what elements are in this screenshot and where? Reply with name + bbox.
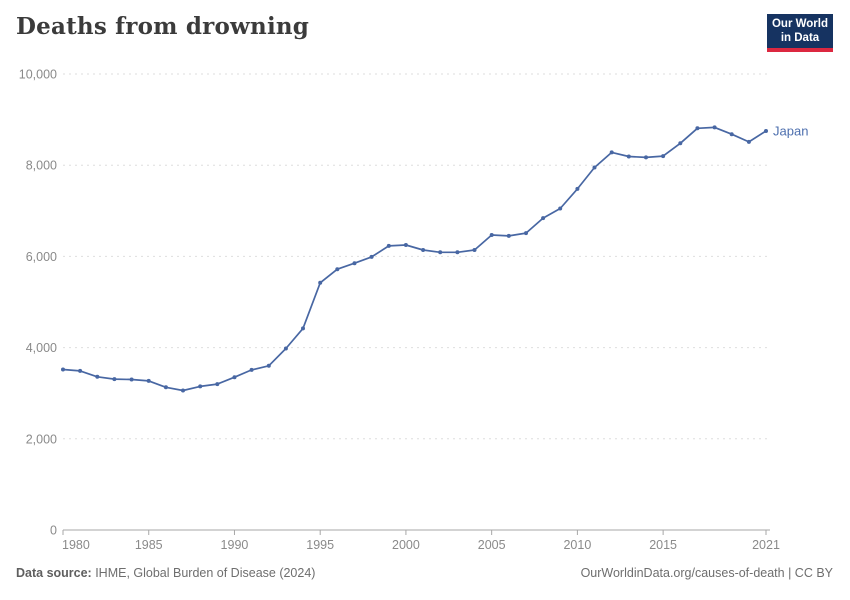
x-tick-label: 1995 [306,538,334,552]
data-point[interactable] [283,346,288,351]
data-point[interactable] [232,375,237,380]
data-point[interactable] [181,388,185,393]
data-point[interactable] [129,377,134,382]
data-point[interactable] [146,378,151,383]
citation-link[interactable]: OurWorldinData.org/causes-of-death | CC … [580,566,833,580]
data-point[interactable] [575,186,580,191]
data-point[interactable] [249,367,254,372]
data-point[interactable] [421,248,426,252]
series-line-japan[interactable] [62,126,767,392]
data-source-label: Data source: [16,566,92,580]
data-point[interactable] [61,367,65,372]
x-tick-label: 2000 [392,538,420,552]
data-point[interactable] [438,250,443,255]
x-tick-label: 1990 [221,538,249,552]
x-tick-label: 2015 [649,538,677,552]
data-point[interactable] [524,231,528,236]
data-point[interactable] [592,165,597,170]
data-point[interactable] [266,363,271,368]
x-tick-label: 1980 [62,538,90,552]
y-tick-label: 10,000 [19,68,57,82]
data-point[interactable] [729,132,734,137]
y-tick-label: 2,000 [26,432,57,446]
data-point[interactable] [506,233,511,238]
data-point[interactable] [198,384,203,389]
data-point[interactable] [746,139,751,144]
data-source-value: IHME, Global Burden of Disease (2024) [91,566,316,580]
data-point[interactable] [369,254,374,259]
data-point[interactable] [644,155,648,160]
owid-logo-text-line1: Our World [771,18,828,30]
data-point[interactable] [541,216,546,221]
data-point[interactable] [78,368,83,373]
data-point[interactable] [764,129,768,133]
data-point[interactable] [352,261,357,266]
data-point[interactable] [489,233,494,237]
y-tick-label: 6,000 [26,250,57,264]
data-point[interactable] [386,243,391,248]
data-point[interactable] [609,150,614,155]
x-tick-label: 2010 [563,538,591,552]
data-point[interactable] [335,267,340,272]
y-tick-label: 8,000 [26,159,57,173]
data-point[interactable] [455,250,460,255]
data-point[interactable] [678,141,683,146]
data-point[interactable] [626,154,631,159]
owid-logo-text-line2: in Data [780,31,820,44]
entity-label-japan[interactable]: Japan [773,124,808,139]
data-source-text[interactable]: Data source: IHME, Global Burden of Dise… [16,566,315,580]
data-point[interactable] [472,248,477,252]
data-point[interactable] [695,126,700,131]
data-point[interactable] [403,243,408,247]
chart-title: Deaths from drowning [16,13,310,40]
data-point[interactable] [215,382,220,387]
x-tick-label: 2021 [752,538,780,552]
data-point[interactable] [163,385,168,390]
data-point[interactable] [558,206,563,211]
x-tick-label: 2005 [478,538,506,552]
data-point[interactable] [95,374,100,379]
data-point[interactable] [318,280,323,285]
chart-footer: Data source: IHME, Global Burden of Dise… [16,566,833,580]
y-tick-label: 4,000 [26,341,57,355]
data-point[interactable] [661,154,666,159]
data-point[interactable] [112,377,117,382]
x-tick-label: 1985 [135,538,163,552]
owid-logo[interactable]: Our World in Data [767,14,833,52]
data-point[interactable] [712,125,717,130]
y-tick-label: 0 [50,524,57,538]
data-point[interactable] [301,326,305,331]
